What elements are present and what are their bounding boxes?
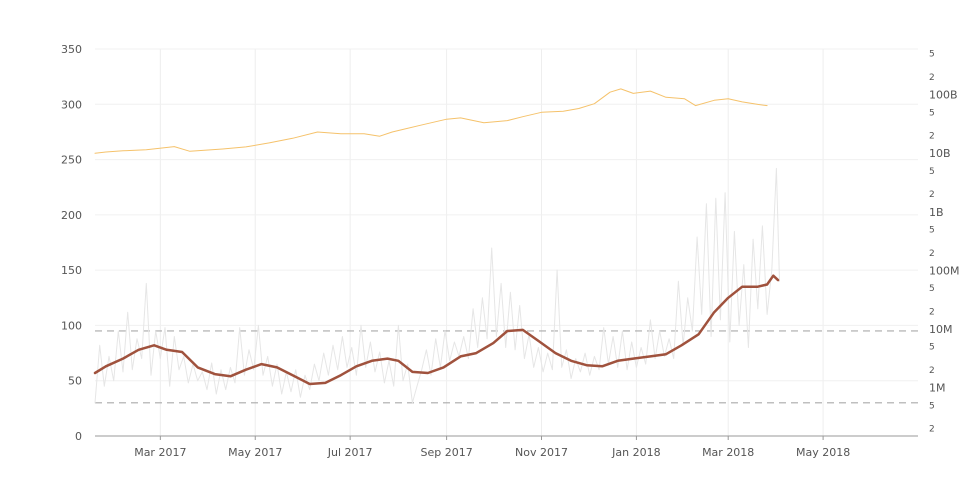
x-tick-label: Nov 2017 — [515, 446, 568, 459]
y-right-minor-label: 5 — [929, 343, 935, 353]
y-axis-left: 0 50 100 150 200 250 300 350 — [61, 43, 82, 443]
y-right-minor-label: 2 — [929, 307, 935, 317]
y-right-major-label: 100B — [929, 89, 958, 102]
y-left-tick-label: 250 — [61, 154, 82, 167]
x-tick-label: Sep 2017 — [420, 446, 472, 459]
y-right-minor-label: 5 — [929, 50, 935, 60]
moving-average-line — [93, 274, 780, 386]
x-tick-label: May 2017 — [228, 446, 282, 459]
x-axis: Mar 2017 May 2017 Jul 2017 Sep 2017 Nov 2017… — [95, 435, 918, 459]
y-right-minor-label: 2 — [929, 249, 935, 259]
x-tick-label: Jul 2017 — [327, 446, 373, 459]
y-right-minor-label: 2 — [929, 366, 935, 376]
y-left-tick-label: 100 — [61, 319, 82, 332]
y-right-minor-label: 5 — [929, 284, 935, 294]
y-left-tick-label: 50 — [68, 375, 82, 388]
y-right-major-label: 10B — [929, 147, 951, 160]
y-right-minor-label: 2 — [929, 73, 935, 83]
y-left-tick-label: 350 — [61, 43, 82, 56]
y-right-major-label: 100M — [929, 264, 960, 277]
daily-value-line — [94, 167, 780, 404]
y-left-tick-label: 0 — [75, 430, 82, 443]
y-right-major-label: 1B — [929, 206, 944, 219]
y-left-tick-label: 300 — [61, 98, 82, 111]
market-cap-line — [94, 88, 768, 154]
horizontal-gridlines — [95, 48, 918, 382]
y-left-tick-label: 150 — [61, 264, 82, 277]
x-tick-label: Jan 2018 — [611, 446, 660, 459]
y-right-minor-label: 5 — [929, 401, 935, 411]
y-right-major-label: 10M — [929, 323, 953, 336]
y-right-minor-label: 2 — [929, 132, 935, 142]
y-right-minor-label: 5 — [929, 108, 935, 118]
vertical-gridlines — [159, 49, 824, 436]
y-right-minor-label: 2 — [929, 190, 935, 200]
y-right-major-label: 1M — [929, 382, 946, 395]
x-tick-label: Mar 2018 — [702, 446, 754, 459]
y-right-minor-label: 5 — [929, 167, 935, 177]
y-right-minor-label: 2 — [929, 425, 935, 435]
x-tick-label: May 2018 — [796, 446, 850, 459]
series-layer — [93, 88, 780, 404]
y-axis-right: 1M 10M 100M 1B 10B 100B 2 5 2 5 2 5 2 5 2 5 2 5 2 5 — [929, 50, 960, 435]
y-right-minor-label: 5 — [929, 225, 935, 235]
x-tick-label: Mar 2017 — [134, 446, 186, 459]
y-left-tick-label: 200 — [61, 209, 82, 222]
